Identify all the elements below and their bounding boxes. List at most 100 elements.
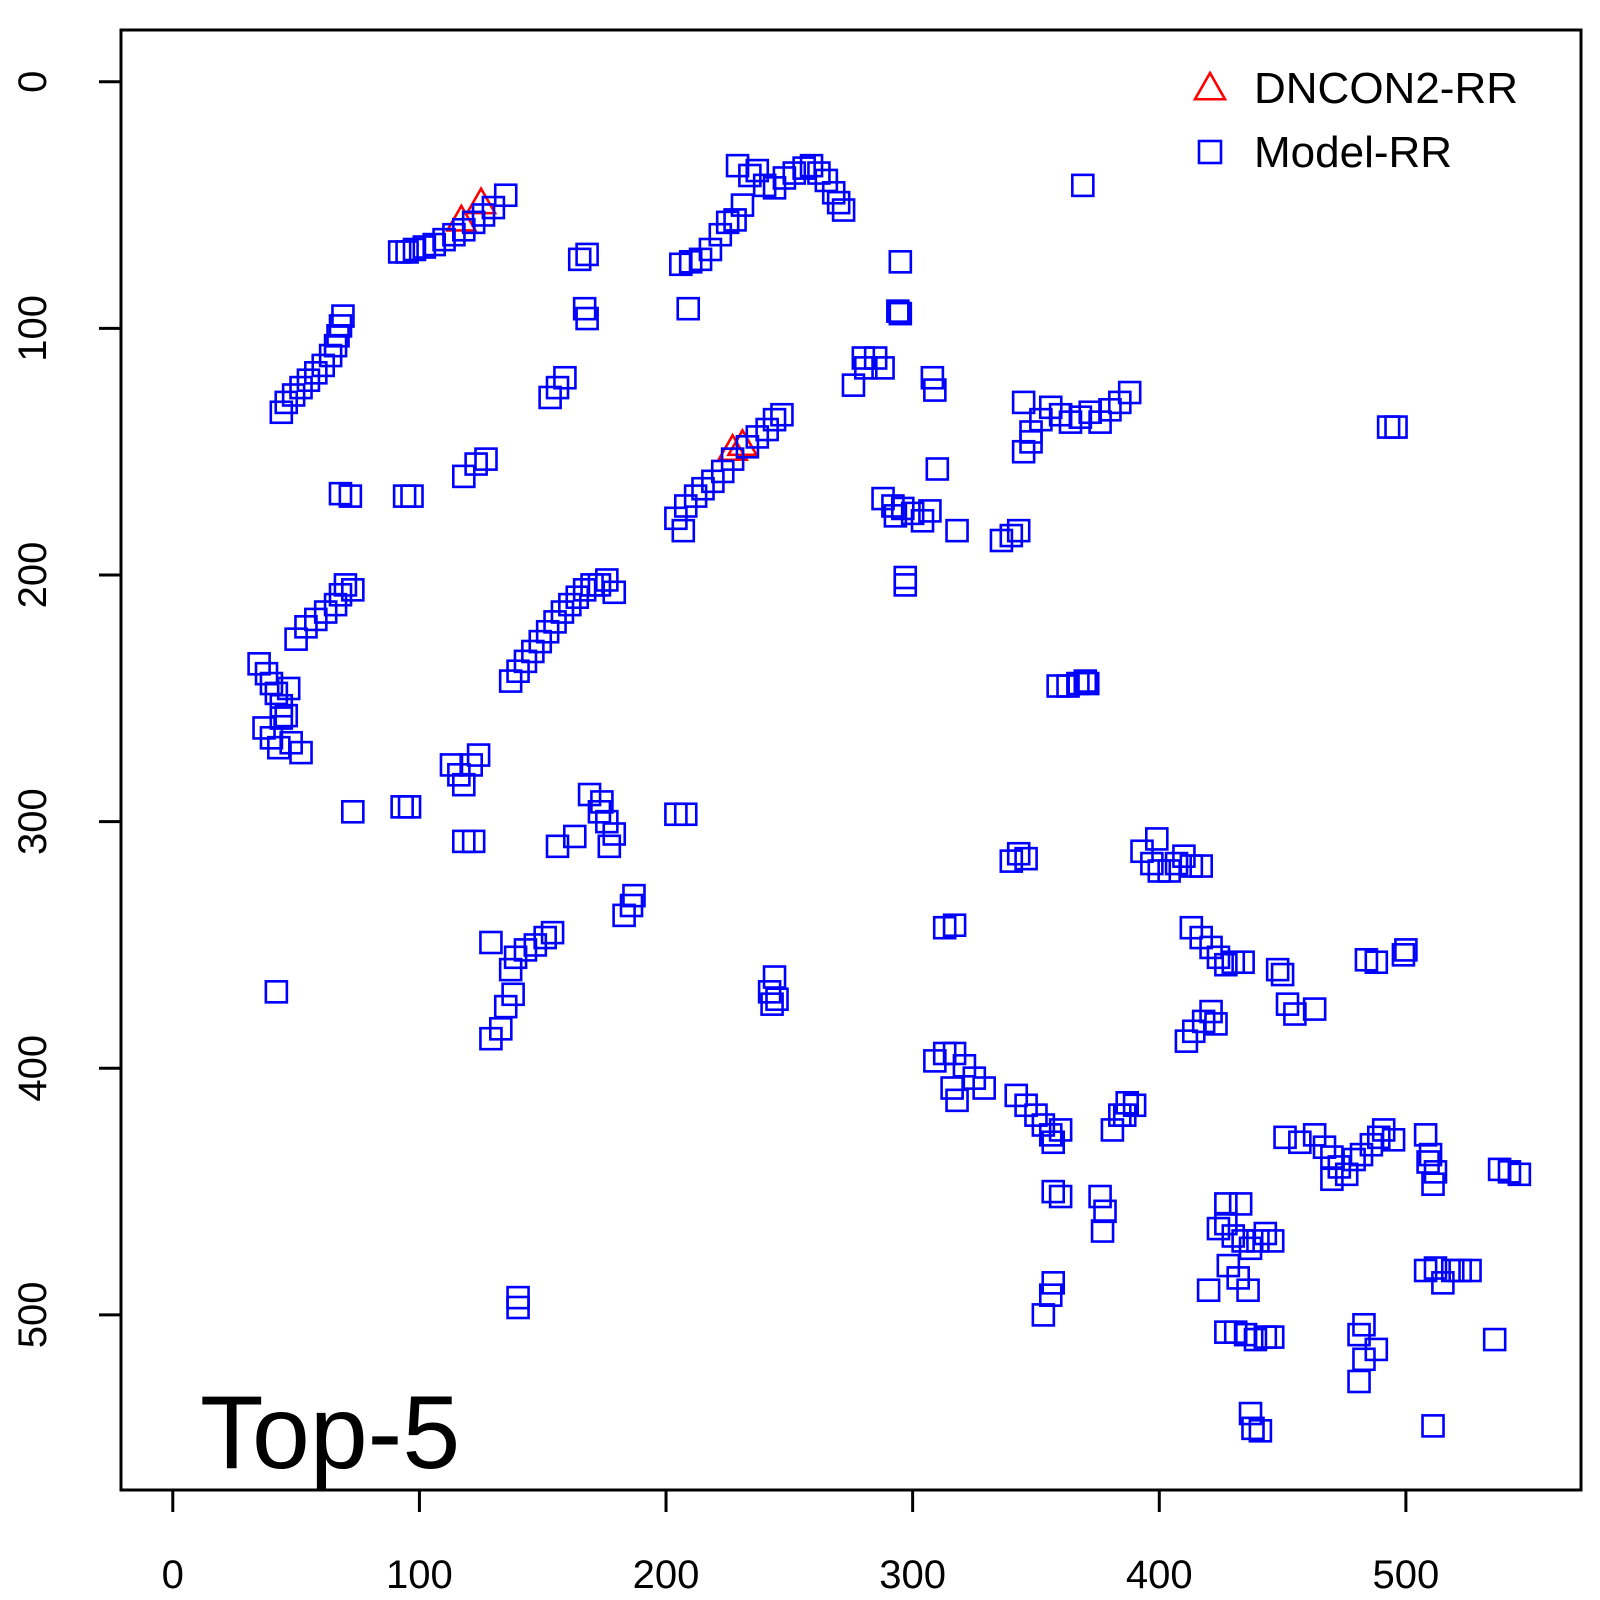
y-tick-label: 100	[11, 295, 55, 362]
model-rr-point	[540, 920, 565, 945]
model-rr-point	[920, 365, 945, 390]
x-tick-label: 500	[1373, 1553, 1440, 1597]
plot-frame	[119, 28, 1583, 1492]
model-rr-point	[826, 190, 851, 215]
model-rr-point	[274, 390, 299, 415]
model-rr-point	[550, 600, 575, 624]
model-rr-point	[1189, 854, 1214, 878]
model-rr-point	[1014, 846, 1038, 871]
model-rr-point	[289, 375, 313, 400]
x-tick-label: 300	[879, 1553, 946, 1597]
x-tick-label: 100	[386, 1553, 453, 1597]
model-rr-point	[831, 198, 856, 222]
model-rr-point	[567, 247, 592, 272]
model-rr-point	[338, 484, 363, 508]
model-rr-point	[1391, 943, 1416, 967]
model-rr-point	[1048, 1184, 1073, 1209]
y-tick-label: 200	[11, 542, 55, 609]
model-rr-point	[264, 980, 289, 1004]
legend-label: Model-RR	[1254, 128, 1452, 177]
model-rr-point	[886, 299, 910, 323]
model-rr-point	[1302, 997, 1327, 1021]
dncon2-rr-point	[464, 186, 498, 215]
model-rr-point	[940, 1076, 964, 1100]
legend-triangle-icon	[1192, 70, 1228, 101]
model-rr-point	[1327, 1155, 1352, 1179]
model-rr-point	[1273, 1125, 1297, 1150]
model-rr-point	[1214, 952, 1238, 977]
model-rr-point	[673, 802, 698, 827]
model-rr-point	[1364, 950, 1389, 975]
y-tick-label: 300	[11, 788, 55, 855]
model-rr-point	[1482, 1327, 1507, 1352]
model-rr-point	[1253, 1221, 1278, 1246]
model-rr-point	[1199, 999, 1223, 1024]
model-rr-point	[572, 578, 597, 602]
model-rr-point	[945, 1088, 969, 1113]
model-rr-point	[1228, 1192, 1253, 1216]
model-rr-point	[1206, 1216, 1231, 1241]
model-rr-point	[304, 361, 328, 385]
model-rr-point	[397, 795, 422, 819]
model-rr-point	[1376, 415, 1401, 439]
legend-label: DNCON2-RR	[1254, 64, 1518, 113]
model-rr-point	[770, 402, 794, 427]
model-rr-point	[333, 573, 358, 597]
model-rr-point	[945, 518, 969, 543]
model-rr-point	[1246, 1229, 1270, 1253]
model-rr-point	[479, 930, 503, 955]
model-rr-point	[1248, 1419, 1273, 1443]
model-rr-point	[269, 706, 294, 730]
model-rr-point	[760, 992, 784, 1016]
model-rr-point	[1241, 1416, 1265, 1441]
model-rr-point	[400, 484, 424, 508]
model-rr-point	[1366, 1125, 1391, 1150]
model-rr-point	[1019, 430, 1043, 454]
model-rr-point	[1041, 1130, 1066, 1155]
legend-square-icon	[1197, 139, 1223, 165]
model-rr-point	[730, 193, 755, 217]
model-rr-point	[1140, 851, 1164, 876]
model-rr-point	[1048, 1118, 1073, 1142]
model-rr-point	[1075, 671, 1100, 696]
model-rr-point	[999, 849, 1024, 873]
model-rr-point	[595, 568, 619, 592]
model-rr-point	[1031, 1303, 1056, 1327]
panel-label: Top-5	[200, 1375, 460, 1491]
y-axis: 0 100 200 300 400 500	[11, 71, 123, 1348]
model-rr-point	[676, 296, 701, 321]
model-rr-point	[501, 982, 525, 1007]
model-rr-point	[762, 407, 787, 432]
model-rr-point	[765, 987, 789, 1012]
model-rr-point	[923, 378, 947, 402]
model-rr-point	[1093, 1199, 1117, 1224]
model-rr-point	[799, 153, 824, 178]
model-rr-point	[883, 504, 908, 528]
model-rr-point	[1117, 380, 1142, 405]
model-rr-point	[452, 464, 476, 489]
model-rr-point	[1041, 1271, 1066, 1295]
model-rr-point	[1006, 518, 1031, 543]
model-rr-point	[1334, 1162, 1359, 1187]
model-rr-point	[999, 523, 1024, 548]
model-rr-point	[841, 373, 866, 397]
model-rr-point	[562, 824, 587, 849]
model-rr-point	[1288, 1130, 1312, 1155]
model-rr-point	[498, 957, 523, 982]
model-rr-point	[1073, 669, 1098, 693]
model-rr-point	[1347, 1369, 1371, 1394]
model-rr-point	[671, 518, 696, 543]
model-rr-point	[1364, 1337, 1389, 1362]
model-rr-point	[461, 829, 486, 854]
x-axis: 0 100 200 300 400 500	[162, 1488, 1440, 1597]
model-rr-point	[1352, 1312, 1376, 1337]
x-tick-label: 0	[162, 1553, 184, 1597]
model-rr-point	[708, 222, 733, 247]
model-rr-point	[925, 457, 950, 481]
points-layer	[247, 153, 1532, 1443]
model-rr-point	[1413, 1123, 1438, 1147]
model-rr-point	[1384, 415, 1408, 439]
model-rr-point	[1100, 1118, 1125, 1142]
model-rr-point	[1164, 851, 1189, 876]
